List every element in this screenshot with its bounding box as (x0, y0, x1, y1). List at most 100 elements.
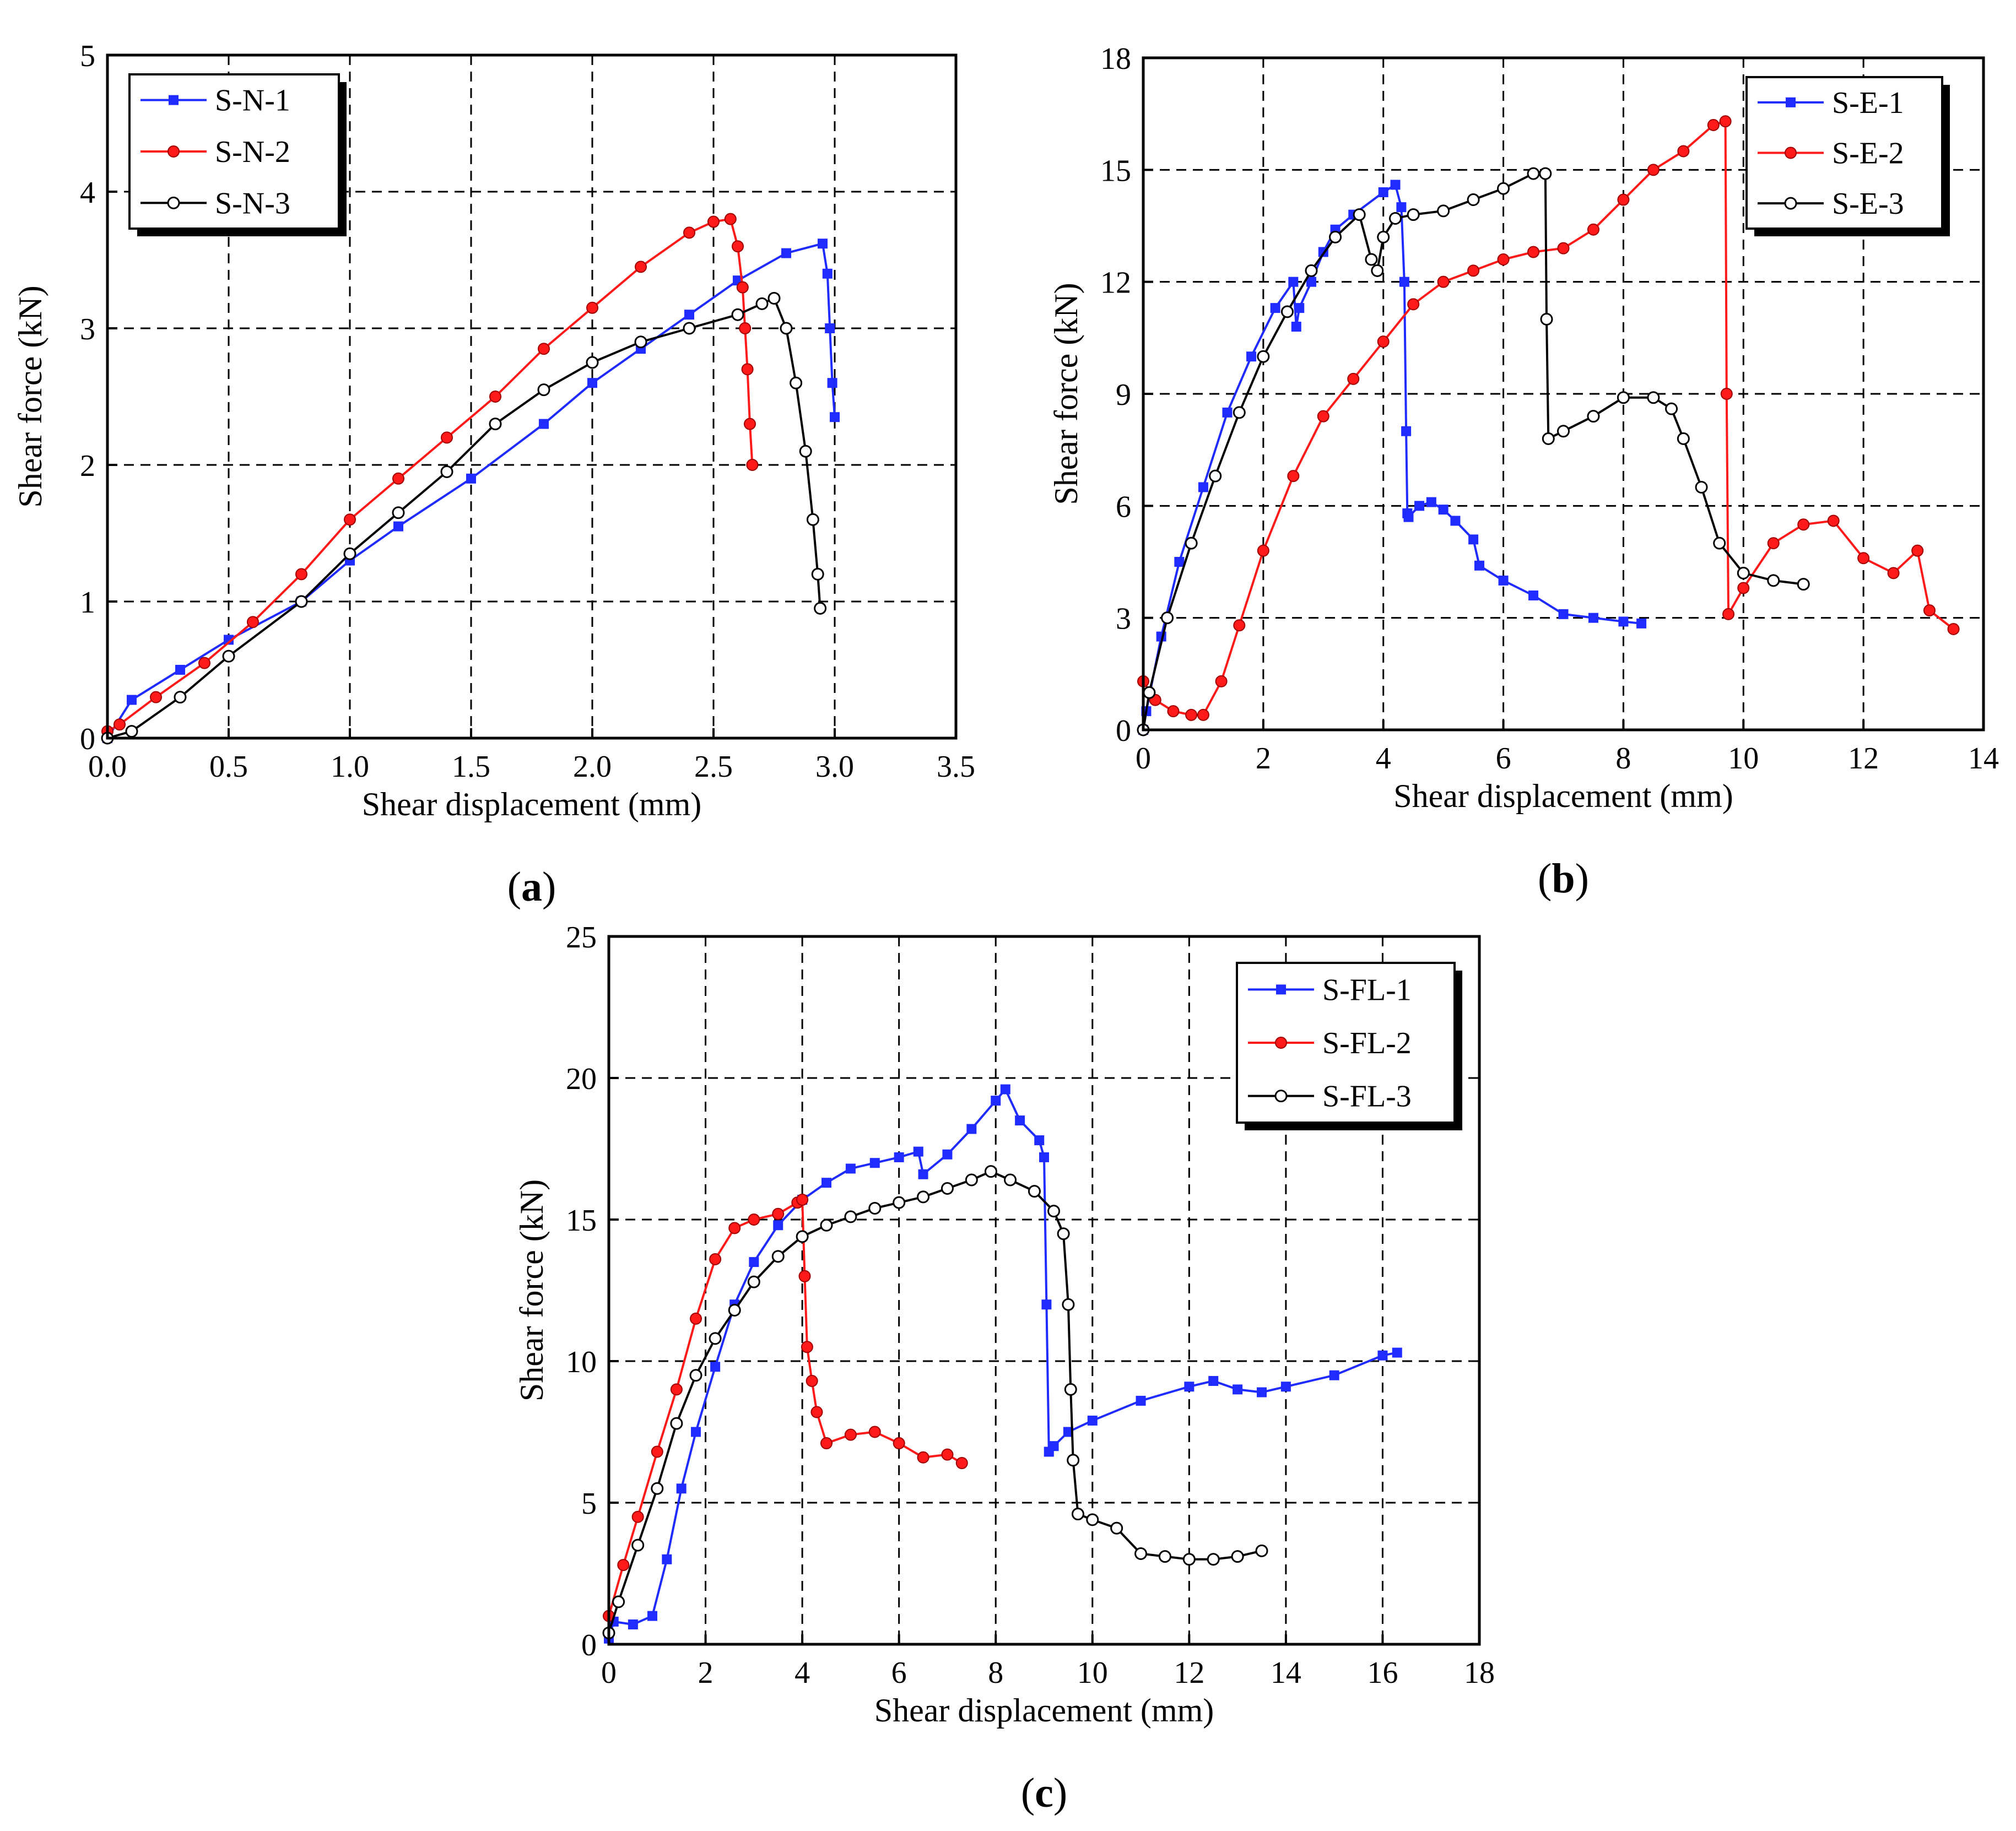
series-line (1142, 183, 1642, 730)
x-tick-label: 2.5 (694, 750, 733, 784)
data-point (748, 1214, 760, 1226)
legend-marker (167, 196, 180, 209)
data-point (1280, 1382, 1291, 1392)
data-point (739, 322, 752, 334)
data-point (1377, 230, 1390, 243)
data-point (247, 616, 259, 629)
data-point (440, 465, 453, 478)
x-tick-label: 8 (988, 1656, 1003, 1690)
data-point (1294, 303, 1305, 313)
legend-marker (1276, 984, 1286, 995)
data-point (814, 602, 827, 615)
data-point (1071, 1508, 1084, 1521)
data-point (1134, 1547, 1148, 1561)
series-S-E-1 (1138, 180, 1647, 735)
data-point (822, 268, 833, 279)
chart-panel-c: 0 2 4 6 8 10 12 14 16 18 0 5 10 15 20 25 Shear displacem… (514, 920, 1495, 1816)
data-point (1403, 512, 1414, 522)
data-point (1617, 391, 1630, 404)
data-point (1280, 305, 1294, 318)
data-point (1197, 708, 1209, 721)
data-point (780, 322, 793, 335)
legend: S-FL-1 S-FL-2 S-FL-3 (1236, 962, 1462, 1130)
series-S-N-2 (101, 213, 759, 738)
data-point (1857, 552, 1870, 565)
data-point (830, 412, 840, 422)
data-point (868, 1201, 882, 1215)
data-point (918, 1169, 928, 1179)
data-point (941, 1182, 954, 1195)
data-point (1039, 1152, 1049, 1162)
x-tick-label: 2.0 (573, 750, 612, 784)
data-point (1167, 705, 1180, 718)
y-tick-label: 0 (80, 722, 95, 756)
data-point (1737, 582, 1750, 594)
data-point (781, 248, 791, 258)
x-tick-label: 14 (1968, 741, 1999, 776)
data-point (1438, 505, 1449, 515)
x-tick-label: 0.5 (209, 750, 248, 784)
data-point (796, 1194, 809, 1206)
legend-marker (167, 145, 180, 158)
data-point (806, 1374, 818, 1387)
data-point (647, 1611, 657, 1621)
panel-letter: a (521, 864, 542, 910)
y-tick-label: 2 (80, 449, 95, 483)
panel-letter: b (1552, 855, 1575, 902)
legend-marker (1785, 147, 1797, 159)
data-point (709, 1332, 722, 1345)
data-point (710, 1362, 721, 1372)
data-point (631, 1510, 644, 1523)
y-tick-label: 0 (581, 1628, 597, 1662)
y-tick-label: 4 (80, 176, 95, 210)
legend-label: S-FL-2 (1322, 1026, 1412, 1060)
data-point (1767, 537, 1780, 550)
data-point (1407, 208, 1420, 221)
data-point (587, 378, 597, 388)
data-point (466, 473, 476, 484)
data-point (1540, 312, 1553, 326)
data-point (1527, 167, 1540, 180)
y-tick-label: 10 (566, 1345, 597, 1379)
data-point (913, 1146, 923, 1157)
data-point (736, 281, 749, 294)
legend-label: S-E-2 (1832, 137, 1904, 171)
data-point (441, 431, 453, 444)
data-point (1174, 557, 1185, 567)
data-point (955, 1457, 968, 1470)
y-tick-label: 6 (1116, 490, 1131, 524)
data-point (1474, 560, 1484, 571)
legend-marker (169, 95, 179, 105)
data-point (1450, 516, 1461, 526)
x-tick-label: 12 (1848, 741, 1879, 776)
data-point (1414, 501, 1425, 511)
data-point (1720, 388, 1733, 400)
data-point (941, 1448, 954, 1461)
data-point (1947, 623, 1960, 635)
data-point (1287, 470, 1300, 483)
data-point (1365, 253, 1378, 266)
data-point (1647, 391, 1660, 404)
data-point (1737, 566, 1750, 579)
data-point (1317, 410, 1329, 422)
data-point (1587, 223, 1599, 236)
data-point (1305, 264, 1318, 277)
data-point (1767, 574, 1780, 587)
x-axis-title: Shear displacement (mm) (1393, 778, 1733, 814)
y-axis-title: Shear force (kN) (12, 285, 48, 507)
data-point (683, 322, 696, 335)
data-point (1034, 1135, 1045, 1146)
legend-entry: S-N-1 (140, 84, 290, 118)
panel-letter: c (1035, 1770, 1053, 1816)
data-point (1329, 1370, 1339, 1380)
y-axis-title: Shear force (kN) (1048, 283, 1084, 505)
legend-label: S-N-1 (215, 84, 290, 118)
data-point (174, 691, 187, 704)
data-point (1233, 1384, 1243, 1395)
x-tick-label: 8 (1615, 741, 1631, 776)
series-line (1142, 172, 1804, 730)
data-point (1222, 407, 1233, 418)
legend-label: S-E-1 (1832, 86, 1904, 120)
data-point (343, 547, 356, 560)
series-line (608, 1199, 963, 1617)
